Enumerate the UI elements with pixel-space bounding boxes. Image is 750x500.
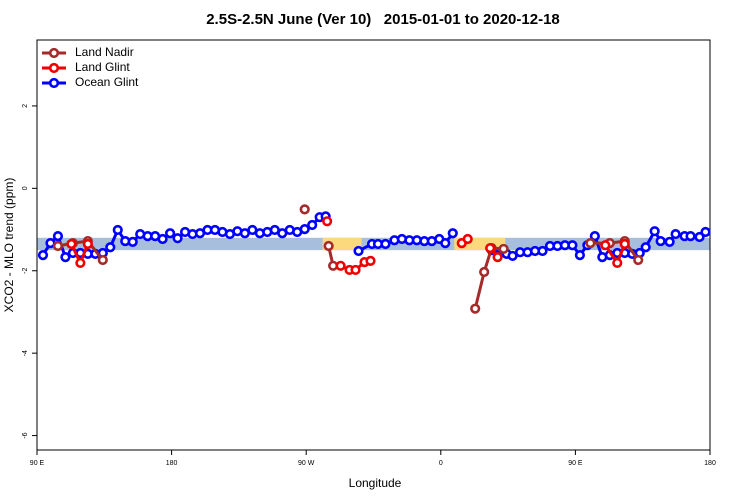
data-point — [350, 264, 361, 276]
x-axis-label: Longitude — [349, 476, 402, 490]
data-point — [82, 238, 93, 250]
data-point — [52, 240, 64, 252]
data-point — [105, 242, 116, 253]
y-tick-label: -2 — [22, 268, 29, 274]
data-point — [612, 257, 623, 269]
data-point — [37, 249, 49, 261]
legend-swatch-marker — [48, 47, 60, 59]
x-tick-label: 180 — [166, 460, 178, 467]
data-point — [380, 238, 391, 250]
plot-frame — [36, 39, 711, 451]
x-tick-label: 90 W — [298, 460, 315, 467]
data-point — [307, 219, 318, 231]
data-point — [633, 254, 644, 266]
y-tick-label: 2 — [22, 104, 29, 108]
data-point — [52, 231, 64, 242]
data-point — [589, 231, 600, 242]
legend-label: Ocean Glint — [75, 75, 139, 89]
data-point — [157, 233, 168, 245]
x-tick-label: 90 E — [30, 460, 45, 467]
data-point — [585, 238, 596, 249]
data-point — [507, 250, 518, 262]
data-point — [165, 228, 176, 239]
data-point — [492, 252, 503, 263]
data-point — [447, 228, 458, 239]
data-point — [485, 242, 496, 254]
data-point — [600, 240, 611, 251]
data-point — [700, 226, 711, 238]
data-point — [323, 240, 334, 252]
data-point — [322, 216, 333, 227]
data-point — [462, 233, 473, 245]
data-point — [664, 236, 675, 248]
data-point — [112, 224, 123, 236]
data-point — [670, 228, 681, 240]
chart-title: 2.5S-2.5N June (Ver 10) 2015-01-01 to 20… — [206, 11, 560, 28]
data-point — [498, 243, 509, 255]
data-point — [640, 242, 651, 253]
data-point — [440, 238, 451, 249]
data-point — [479, 266, 490, 278]
x-tick-label: 180 — [704, 460, 716, 467]
data-point — [60, 252, 71, 263]
data-point — [299, 224, 310, 235]
y-tick-label: -4 — [22, 350, 29, 356]
data-point — [655, 235, 666, 247]
series-line — [473, 246, 504, 310]
data-point — [127, 236, 138, 248]
legend-swatch-marker — [48, 62, 60, 74]
legend-label: Land Glint — [75, 60, 130, 74]
data-point — [567, 240, 578, 251]
data-point — [299, 204, 310, 215]
data-point — [335, 260, 346, 271]
x-tick-label: 90 E — [568, 460, 583, 467]
x-tick-label: 0 — [439, 460, 443, 467]
data-point — [619, 238, 630, 250]
y-tick-label: 0 — [22, 186, 29, 190]
data-point — [66, 238, 77, 250]
data-point — [649, 226, 660, 237]
legend-label: Land Nadir — [75, 45, 134, 59]
data-point — [470, 303, 481, 314]
legend-swatch-marker — [48, 77, 60, 89]
data-point — [172, 233, 183, 244]
y-tick-label: -6 — [22, 432, 29, 438]
data-point — [685, 231, 696, 242]
series-line — [57, 239, 104, 261]
data-point — [97, 254, 108, 266]
data-point — [365, 255, 376, 266]
y-axis-label: XCO2 - MLO trend (ppm) — [2, 178, 16, 313]
data-point — [75, 257, 86, 269]
data-point — [353, 245, 364, 257]
series-line — [590, 239, 640, 261]
data-point — [537, 245, 548, 257]
data-point — [574, 249, 585, 261]
